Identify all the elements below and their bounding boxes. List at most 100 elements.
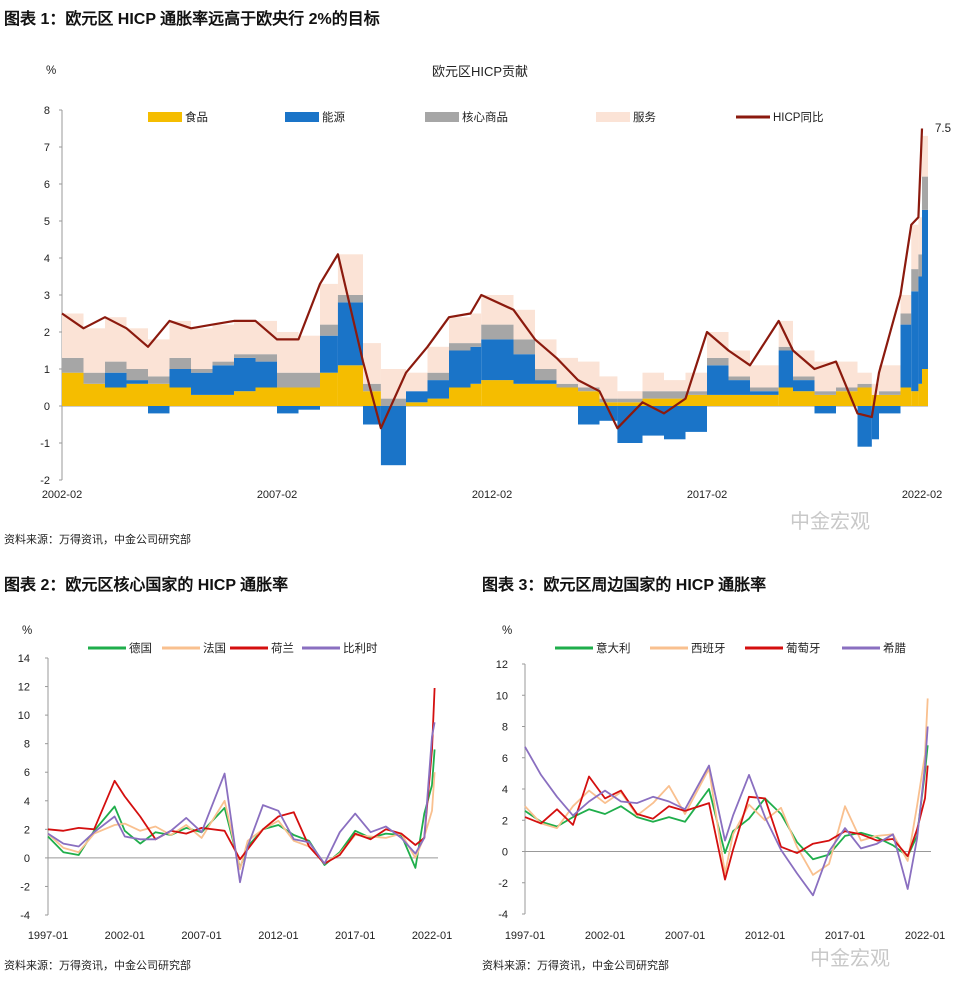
bar-segment-核心商品 — [481, 324, 514, 340]
bar-segment-服务 — [922, 135, 928, 177]
bar-segment-食品 — [857, 387, 872, 406]
y-tick-label: 4 — [24, 796, 30, 808]
bar-segment-核心商品 — [105, 361, 127, 373]
bar-segment-食品 — [169, 387, 191, 406]
bar-segment-核心商品 — [535, 369, 557, 381]
series-line-德国 — [47, 749, 436, 869]
y-tick-label: -1 — [40, 438, 50, 450]
bar-segment-核心商品 — [320, 324, 338, 336]
bar-segment-能源 — [857, 406, 872, 447]
chart-1-end-label: 7.5 — [935, 123, 951, 135]
bar-segment-食品 — [255, 387, 277, 406]
bar-segment-核心商品 — [857, 383, 872, 388]
figure-3-source: 资料来源：万得资讯，中金公司研究部 — [482, 958, 669, 972]
bar-segment-服务 — [169, 320, 191, 358]
series-line-法国 — [47, 772, 436, 871]
x-tick-label: 2002-01 — [105, 930, 145, 942]
chart-2: -4 -2 0 2 4 6 8 10 12 14 1997-01 2002-01 2007-01 2012… — [18, 641, 452, 942]
bar-segment-服务 — [879, 365, 901, 392]
bar-segment-食品 — [556, 387, 578, 406]
chart-1-title: 欧元区HICP贡献 — [432, 64, 528, 79]
bar-segment-服务 — [380, 369, 406, 399]
figure-2-source: 资料来源：万得资讯，中金公司研究部 — [4, 958, 191, 972]
bar-segment-食品 — [578, 391, 600, 406]
bar-segment-食品 — [513, 383, 535, 406]
bar-segment-服务 — [836, 361, 858, 388]
y-tick-label: -2 — [40, 475, 50, 487]
y-tick-label: 10 — [18, 710, 30, 722]
bar-segment-核心商品 — [212, 361, 234, 366]
bar-segment-核心商品 — [922, 176, 928, 210]
bar-segment-核心商品 — [778, 346, 793, 351]
bar-segment-服务 — [918, 217, 922, 255]
bar-segment-食品 — [918, 383, 922, 406]
legend-swatch — [285, 112, 319, 122]
bar-segment-食品 — [234, 391, 256, 406]
bar-segment-核心商品 — [793, 376, 815, 381]
bar-segment-服务 — [578, 361, 600, 388]
bar-segment-食品 — [337, 365, 363, 406]
bar-segment-能源 — [707, 365, 729, 395]
bar-segment-服务 — [664, 380, 686, 392]
legend-label: 比利时 — [343, 642, 378, 655]
bar-segment-食品 — [470, 383, 482, 406]
bar-segment-能源 — [578, 406, 600, 425]
y-tick-label: -4 — [498, 909, 508, 921]
y-tick-label: 8 — [24, 739, 30, 751]
x-tick-label: 1997-01 — [505, 930, 545, 942]
bar-segment-能源 — [900, 324, 912, 388]
bar-segment-食品 — [900, 387, 912, 406]
bar-segment-核心商品 — [617, 398, 643, 403]
bar-segment-食品 — [664, 398, 686, 406]
bar-segment-食品 — [212, 394, 234, 406]
bar-segment-核心商品 — [911, 269, 919, 292]
bar-segment-能源 — [685, 406, 707, 432]
bar-segment-能源 — [337, 302, 363, 366]
bar-segment-能源 — [922, 209, 928, 369]
chart-3: -4 -2 0 2 4 6 8 10 12 1997-01 2002-01 2007-01 2012-0… — [496, 641, 945, 942]
y-tick-label: 4 — [502, 784, 508, 796]
bar-segment-能源 — [918, 276, 922, 384]
bar-segment-服务 — [449, 317, 471, 344]
x-tick-label: 2017-01 — [825, 930, 865, 942]
x-tick-label: 2002-01 — [585, 930, 625, 942]
bar-segment-服务 — [277, 332, 299, 373]
bar-segment-核心商品 — [234, 354, 256, 358]
bar-segment-核心商品 — [427, 372, 449, 381]
y-tick-label: -4 — [20, 910, 30, 922]
bar-segment-核心商品 — [148, 376, 170, 384]
figure-1-title: 图表 1：欧元区 HICP 通胀率远高于欧央行 2%的目标 — [4, 9, 380, 28]
bar-segment-能源 — [320, 335, 338, 373]
bar-segment-核心商品 — [918, 254, 922, 277]
figure-3-title: 图表 3：欧元区周边国家的 HICP 通胀率 — [482, 575, 766, 594]
y-tick-label: 7 — [44, 142, 50, 154]
bar-segment-核心商品 — [599, 398, 618, 403]
figure-2-title: 图表 2：欧元区核心国家的 HICP 通胀率 — [4, 575, 288, 594]
bar-segment-能源 — [406, 391, 428, 403]
series-line-比利时 — [47, 722, 436, 884]
bar-segment-食品 — [685, 394, 707, 406]
x-tick-label: 2012-01 — [745, 930, 785, 942]
bar-segment-核心商品 — [363, 383, 381, 392]
bar-segment-核心商品 — [879, 391, 901, 395]
bar-segment-食品 — [599, 402, 618, 406]
legend-label: 法国 — [203, 641, 226, 655]
y-tick-label: 0 — [24, 853, 30, 865]
bar-segment-食品 — [911, 391, 919, 406]
bar-segment-核心商品 — [728, 376, 750, 381]
bar-segment-能源 — [481, 339, 514, 381]
bar-segment-食品 — [728, 394, 750, 406]
x-tick-label: 2007-02 — [257, 489, 297, 501]
y-tick-label: 10 — [496, 690, 508, 702]
legend-label: 西班牙 — [691, 642, 726, 655]
bar-segment-核心商品 — [298, 372, 320, 388]
figure-1-source: 资料来源：万得资讯，中金公司研究部 — [4, 532, 191, 546]
bar-segment-服务 — [793, 350, 815, 377]
bar-segment-核心商品 — [449, 343, 471, 351]
bar-segment-能源 — [255, 361, 277, 388]
y-tick-label: 6 — [24, 767, 30, 779]
legend-label: 能源 — [322, 110, 345, 124]
bar-segment-食品 — [793, 391, 815, 406]
bar-segment-核心商品 — [664, 391, 686, 399]
bar-segment-食品 — [814, 394, 836, 406]
